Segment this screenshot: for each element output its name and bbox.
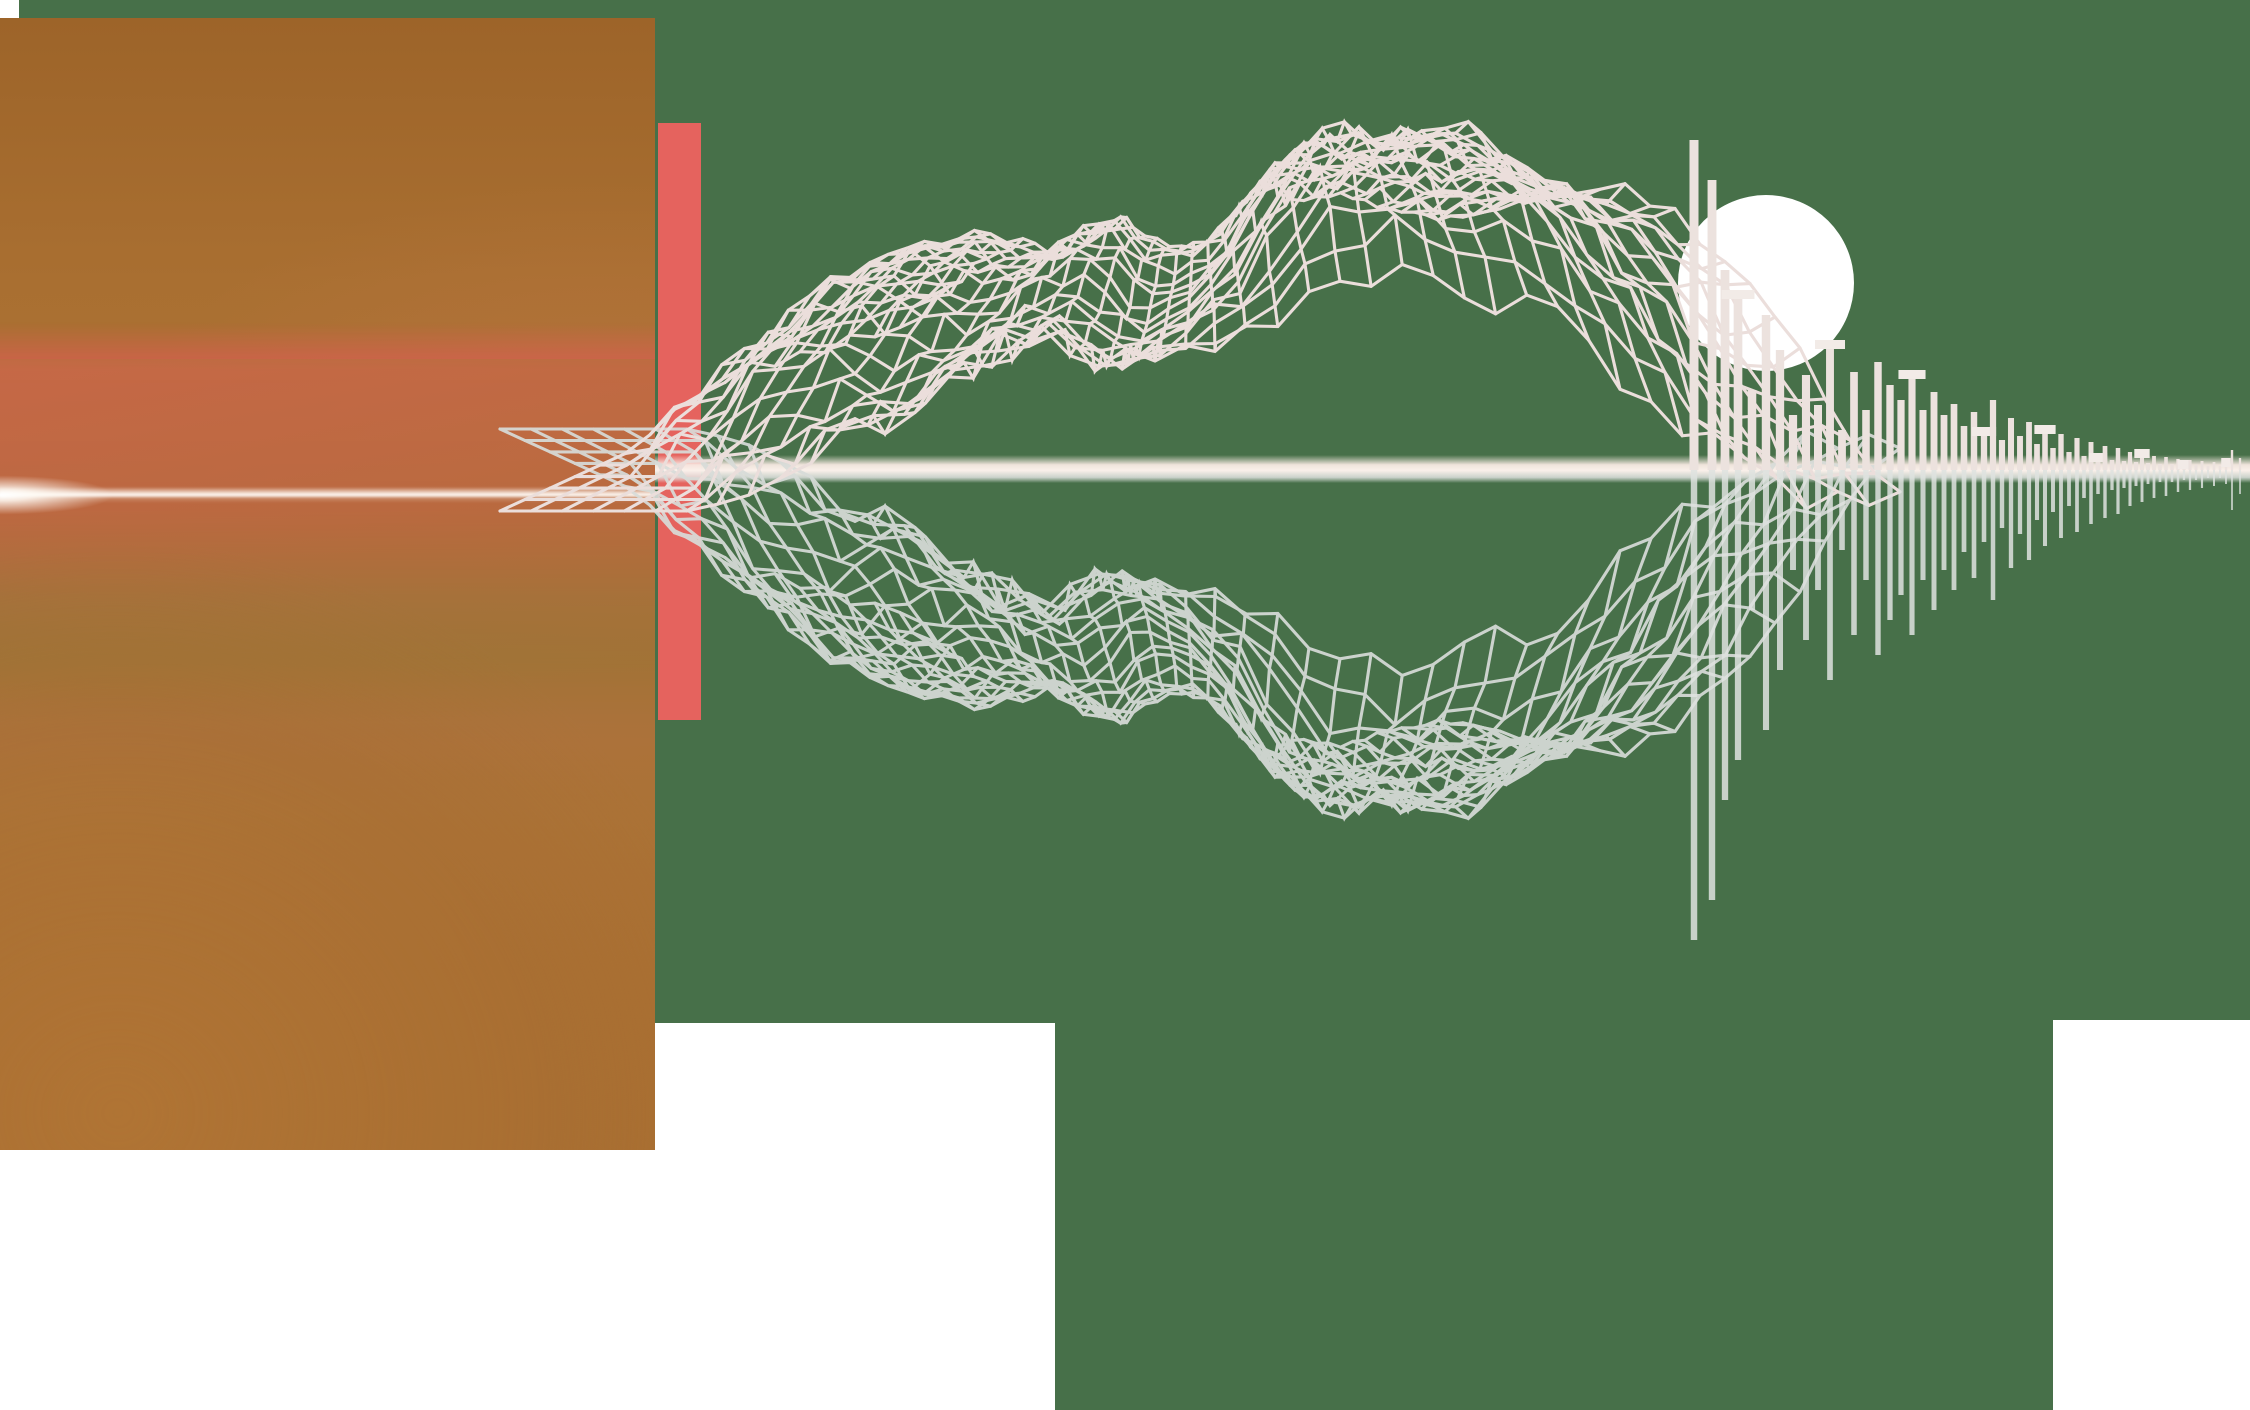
white-plate-bottom-right: [2053, 1020, 2250, 1410]
moon-disc: [1678, 195, 1854, 371]
white-plate-bottom-left: [0, 1150, 660, 1410]
horizon-band: [655, 455, 2250, 483]
photo-reflection: [0, 495, 655, 1153]
notch-top-left: [0, 0, 19, 19]
photo-horizon-glow-core: [0, 468, 276, 521]
white-plate-bottom-mid: [655, 1023, 1055, 1410]
photo-panel: [0, 18, 655, 1153]
red-accent-bar: [658, 123, 701, 720]
